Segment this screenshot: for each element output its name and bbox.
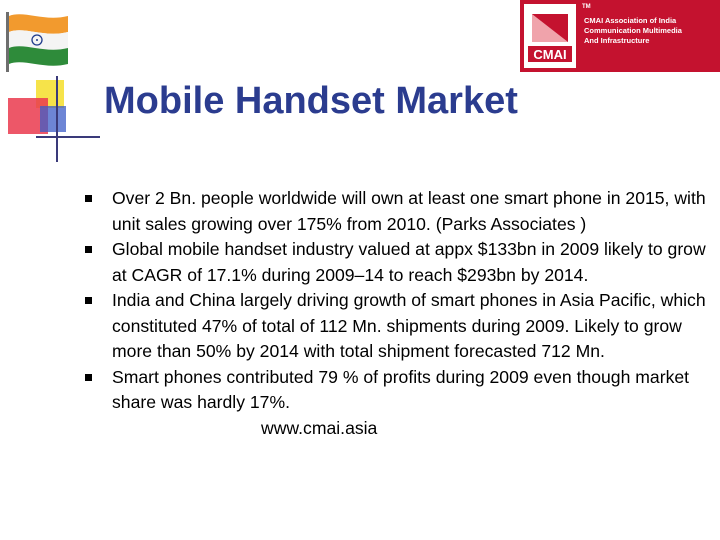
- trademark-label: TM: [582, 4, 591, 10]
- logo-line-2: Communication Multimedia: [584, 26, 682, 35]
- bullet-text: Global mobile handset industry valued at…: [112, 239, 706, 285]
- logo-line-1: CMAI Association of India: [584, 16, 677, 25]
- list-item: India and China largely driving growth o…: [85, 288, 716, 365]
- square-bullet-icon: [85, 195, 92, 202]
- bullet-text: Over 2 Bn. people worldwide will own at …: [112, 188, 706, 234]
- square-bullet-icon: [85, 246, 92, 253]
- bullet-text: Smart phones contributed 79 % of profits…: [112, 366, 690, 413]
- cmai-wordmark: CMAI: [533, 47, 566, 62]
- cmai-emblem-icon: CMAI: [528, 14, 572, 62]
- india-flag-icon: [6, 12, 68, 72]
- bullet-text: India and China largely driving growth o…: [112, 290, 706, 361]
- website-url: www.cmai.asia: [261, 417, 378, 438]
- bullet-list: Over 2 Bn. people worldwide will own at …: [85, 186, 716, 441]
- logo-line-3: And Infrastructure: [584, 36, 650, 45]
- cmai-logo-mark: CMAI: [524, 4, 576, 68]
- list-item: Smart phones contributed 79 % of profits…: [85, 365, 716, 416]
- square-bullet-icon: [85, 373, 92, 381]
- cmai-logo: CMAI TM CMAI Association of India Commun…: [520, 0, 720, 72]
- decorative-corner-graphic: [8, 76, 100, 162]
- cmai-logo-text: CMAI Association of India Communication …: [584, 8, 718, 46]
- list-item: Over 2 Bn. people worldwide will own at …: [85, 186, 716, 237]
- slide-title: Mobile Handset Market: [104, 80, 518, 122]
- list-item: Global mobile handset industry valued at…: [85, 237, 716, 288]
- square-bullet-icon: [85, 297, 92, 304]
